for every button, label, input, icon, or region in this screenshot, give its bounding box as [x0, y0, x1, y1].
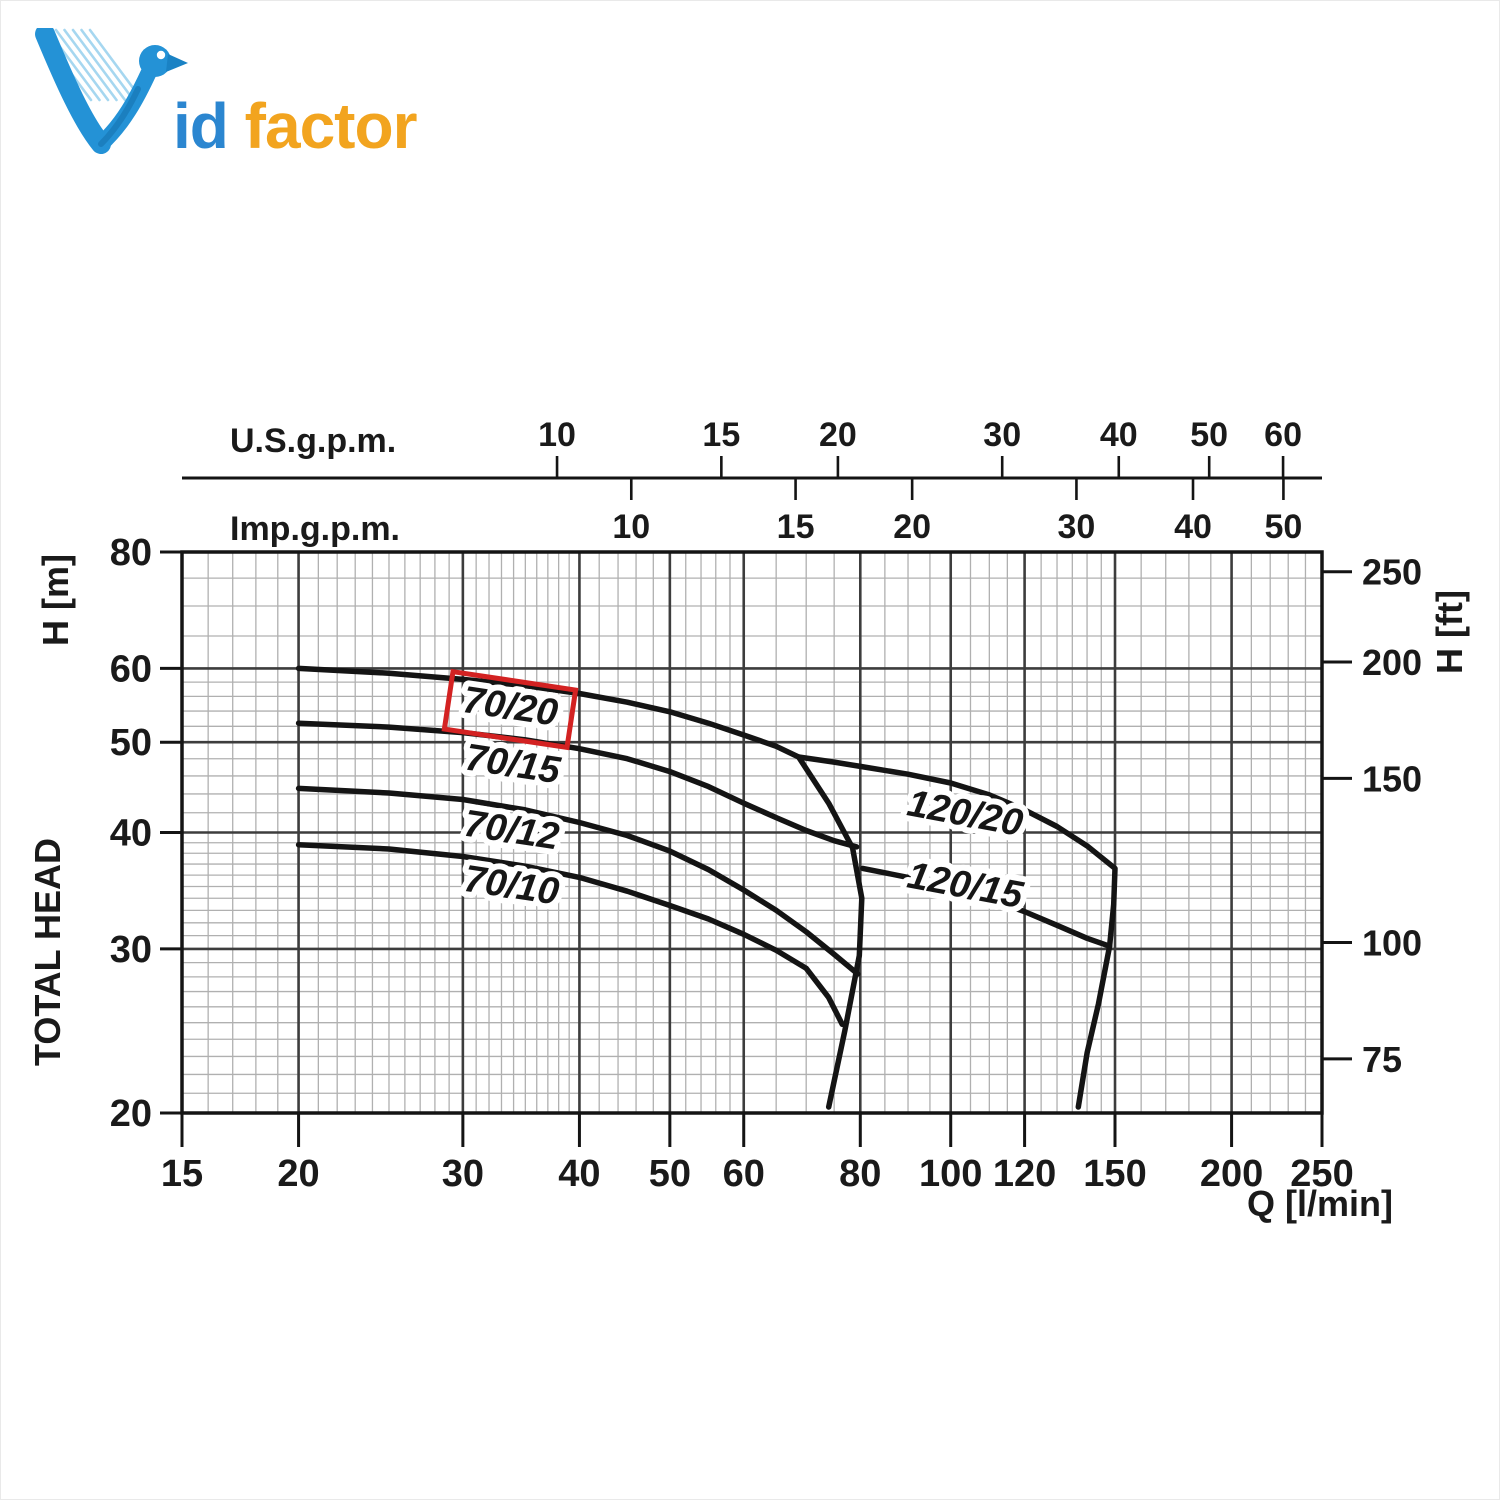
imp-gpm-tick-label: 20: [893, 508, 931, 546]
bird-body-shade: [98, 86, 141, 147]
h-ft-tick-label: 250: [1362, 552, 1422, 593]
h-m-tick-label: 30: [110, 929, 152, 971]
us-gpm-tick-label: 50: [1190, 416, 1228, 454]
bird-left-wing: [35, 28, 111, 154]
us-gpm-tick-label: 10: [538, 416, 576, 454]
pump-curve-70-12: [295, 785, 861, 977]
q-tick-label: 100: [919, 1153, 982, 1195]
logo-wordmark: id factor: [173, 90, 417, 162]
q-tick-label: 200: [1200, 1153, 1263, 1195]
h-m-tick-label: 60: [110, 648, 152, 690]
h-m-tick-label: 20: [110, 1093, 152, 1135]
pump-curve-120-20: [795, 754, 1118, 949]
speed-streak-line: [71, 28, 127, 102]
imp-gpm-tick-label: 50: [1265, 508, 1303, 546]
q-tick-label: 50: [649, 1153, 691, 1195]
q-tick-label: 80: [839, 1153, 881, 1195]
gpm-top-axis: 10 15 20 30 40 50 60 10 15 20 30 40 50: [182, 416, 1322, 546]
imp-gpm-tick-label: 40: [1174, 508, 1212, 546]
us-gpm-tick-label: 60: [1264, 416, 1302, 454]
imp-gpm-axis-label: Imp.g.p.m.: [230, 510, 400, 548]
speed-streak-line: [80, 28, 135, 102]
h-ft-tick-label: 100: [1362, 922, 1422, 963]
h-ft-tick-label: 75: [1362, 1039, 1402, 1080]
highlight-annotation: [441, 668, 579, 751]
h-m-tick-label: 50: [110, 722, 152, 764]
h-ft-axis-label: H [ft]: [1429, 590, 1470, 674]
us-gpm-tick-label: 15: [702, 416, 740, 454]
highlight-box-70-20: [441, 668, 579, 751]
imp-gpm-tick-label: 30: [1058, 508, 1096, 546]
pump-curve-70-20: [295, 665, 865, 1110]
imp-gpm-tick-label: 10: [612, 508, 650, 546]
bottom-axis-ticks: 15 20 30 40 50 60 80 100 120 150 200 250: [161, 1113, 1354, 1195]
bird-eye: [156, 50, 166, 60]
vidfactor-logo: id factor: [35, 28, 418, 162]
h-m-axis-label: H [m]: [35, 554, 76, 646]
q-tick-label: 30: [442, 1153, 484, 1195]
bird-beak: [166, 54, 188, 72]
h-m-tick-label: 40: [110, 813, 152, 855]
bird-icon: [35, 28, 188, 154]
right-axis-ticks: 250 200 150 100 75: [1322, 552, 1422, 1080]
left-axis-ticks: 80 60 50 40 30 20: [110, 532, 182, 1135]
q-tick-label: 60: [723, 1153, 765, 1195]
q-tick-label: 120: [993, 1153, 1056, 1195]
pump-curve-70-10: [295, 842, 845, 1028]
us-gpm-tick-label: 20: [819, 416, 857, 454]
us-gpm-axis-label: U.S.g.p.m.: [230, 422, 396, 460]
pump-curve-120-15: [860, 865, 1113, 1110]
h-ft-tick-label: 200: [1362, 642, 1422, 683]
q-tick-label: 150: [1083, 1153, 1146, 1195]
q-tick-label: 40: [558, 1153, 600, 1195]
q-tick-label: 15: [161, 1153, 203, 1195]
q-tick-label: 20: [277, 1153, 319, 1195]
total-head-axis-label: TOTAL HEAD: [27, 838, 68, 1066]
h-m-tick-label: 80: [110, 532, 152, 574]
q-axis-label: Q [l/min]: [1247, 1183, 1393, 1224]
us-gpm-tick-label: 30: [983, 416, 1021, 454]
q-tick-label: 250: [1290, 1153, 1353, 1195]
h-ft-tick-label: 150: [1362, 758, 1422, 799]
imp-gpm-tick-label: 15: [777, 508, 815, 546]
logo-text-id: id: [173, 90, 228, 162]
speed-streak-line: [54, 28, 110, 102]
speed-streak-line: [63, 28, 118, 102]
logo-text-factor: factor: [245, 90, 417, 162]
us-gpm-tick-label: 40: [1100, 416, 1138, 454]
